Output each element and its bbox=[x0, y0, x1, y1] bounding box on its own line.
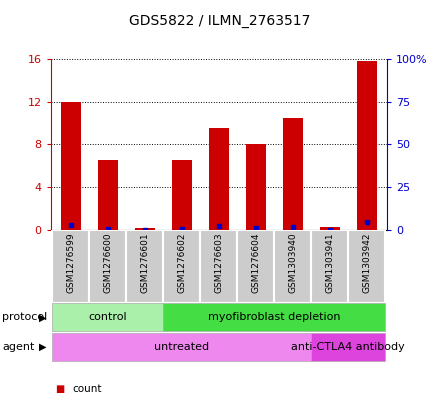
Bar bbox=[357, 61, 377, 230]
Bar bbox=[135, 228, 155, 230]
Text: ■: ■ bbox=[55, 384, 64, 393]
Text: agent: agent bbox=[2, 342, 35, 352]
Text: count: count bbox=[73, 384, 102, 393]
Text: GSM1276604: GSM1276604 bbox=[251, 232, 260, 292]
Text: GSM1276599: GSM1276599 bbox=[66, 232, 75, 293]
Bar bbox=[209, 129, 229, 230]
Text: GSM1303942: GSM1303942 bbox=[363, 232, 371, 292]
Text: GSM1276601: GSM1276601 bbox=[140, 232, 150, 293]
Bar bbox=[61, 102, 81, 230]
Bar bbox=[172, 160, 192, 230]
Text: myofibroblast depletion: myofibroblast depletion bbox=[208, 312, 341, 322]
Text: protocol: protocol bbox=[2, 312, 48, 322]
Text: untreated: untreated bbox=[154, 342, 209, 352]
Text: ▶: ▶ bbox=[39, 342, 46, 352]
Bar bbox=[52, 230, 89, 303]
Text: GSM1276603: GSM1276603 bbox=[214, 232, 224, 293]
Text: GSM1303941: GSM1303941 bbox=[325, 232, 334, 293]
Text: GSM1276602: GSM1276602 bbox=[177, 232, 187, 292]
Bar bbox=[126, 230, 163, 303]
Text: GDS5822 / ILMN_2763517: GDS5822 / ILMN_2763517 bbox=[129, 14, 311, 28]
Bar bbox=[52, 303, 163, 332]
Text: ▶: ▶ bbox=[39, 312, 46, 322]
Bar bbox=[246, 144, 266, 230]
Text: GSM1303940: GSM1303940 bbox=[288, 232, 297, 293]
Bar bbox=[348, 230, 385, 303]
Bar bbox=[200, 230, 238, 303]
Bar bbox=[312, 332, 385, 361]
Bar bbox=[52, 332, 312, 361]
Bar bbox=[283, 118, 303, 230]
Text: control: control bbox=[88, 312, 127, 322]
Bar bbox=[275, 230, 312, 303]
Text: GSM1276600: GSM1276600 bbox=[103, 232, 113, 293]
Text: anti-CTLA4 antibody: anti-CTLA4 antibody bbox=[291, 342, 405, 352]
Bar bbox=[320, 227, 340, 230]
Bar bbox=[163, 303, 385, 332]
Bar bbox=[98, 160, 118, 230]
Bar bbox=[89, 230, 126, 303]
Bar bbox=[312, 230, 348, 303]
Bar bbox=[163, 230, 200, 303]
Bar bbox=[238, 230, 275, 303]
